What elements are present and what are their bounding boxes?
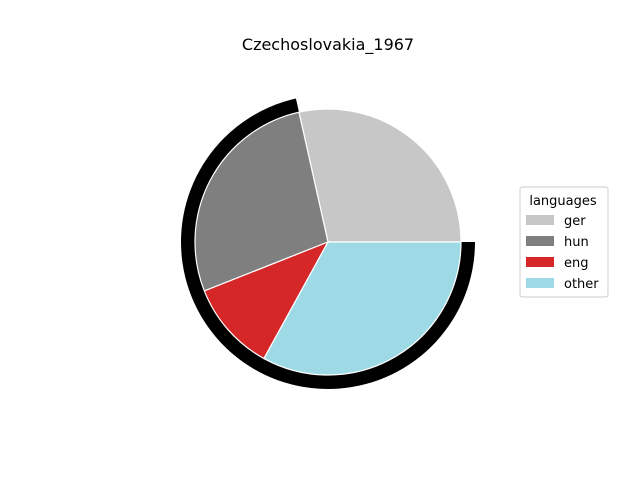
pie-slice-hun [194, 111, 329, 292]
legend-label-hun: hun [564, 235, 589, 250]
legend-label-eng: eng [564, 256, 589, 271]
legend-label-ger: ger [564, 214, 586, 229]
legend-swatch-hun [526, 236, 554, 246]
pie-slice-eng [203, 241, 329, 360]
pie-slice-other [263, 241, 462, 376]
legend: languages ger hun eng other [519, 186, 609, 298]
legend-items: ger hun eng other [526, 214, 599, 292]
legend-swatch-other [526, 278, 554, 288]
legend-title: languages [529, 194, 597, 209]
chart-title: Czechoslovakia_1967 [242, 35, 414, 55]
pie-slice-ger [298, 108, 462, 243]
legend-swatch-eng [526, 257, 554, 267]
legend-label-other: other [564, 277, 599, 292]
pie-slices [194, 108, 462, 376]
legend-swatch-ger [526, 215, 554, 225]
legend-frame [519, 186, 609, 298]
